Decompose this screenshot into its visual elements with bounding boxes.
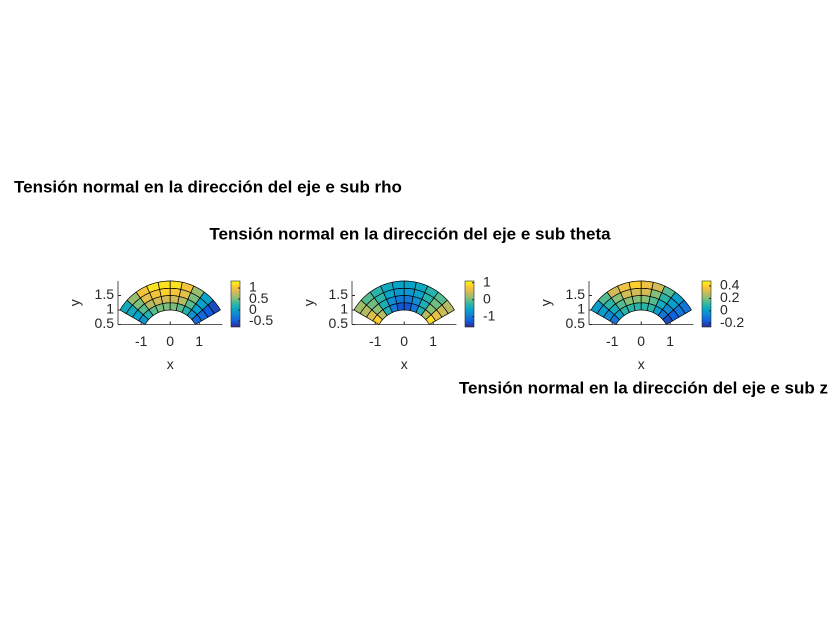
x-tick-label: 1 <box>195 333 203 349</box>
x-tick-label: -1 <box>606 333 619 349</box>
colorbar-tick-label: 1 <box>249 279 257 295</box>
colorbar-tick-label: -0.5 <box>249 312 273 328</box>
y-tick-label: 1.5 <box>329 286 349 302</box>
chart-title: Tensión normal en la dirección del eje e… <box>14 177 402 196</box>
mesh-cell <box>157 280 171 290</box>
colorbar-tick-label: 0.4 <box>720 277 740 293</box>
colorbar-tick-label: -1 <box>483 307 496 323</box>
colorbar-tick-label: 0 <box>249 301 257 317</box>
colorbar-tick-label: 0.5 <box>249 290 269 306</box>
mesh-cell <box>162 302 171 312</box>
mesh-cell <box>169 280 183 290</box>
x-tick-label: -1 <box>369 333 382 349</box>
colorbar-tick-label: -0.2 <box>720 314 744 330</box>
mesh-cell <box>160 295 171 304</box>
mesh-cell <box>631 295 642 304</box>
colorbar <box>464 280 475 328</box>
chart-title: Tensión normal en la dirección del eje e… <box>459 378 828 397</box>
x-axis-label: x <box>638 356 645 372</box>
mesh-cell <box>678 299 692 315</box>
mesh-cell <box>628 280 642 290</box>
mesh-cell <box>441 299 455 315</box>
colorbar-tick-label: 0.2 <box>720 289 740 305</box>
mesh-cell <box>391 280 405 290</box>
x-tick-label: 0 <box>637 333 645 349</box>
chart-title: Tensión normal en la dirección del eje e… <box>209 224 611 243</box>
y-axis-label: y <box>538 299 554 306</box>
y-tick-label: 1 <box>106 301 114 317</box>
mesh-cell <box>396 302 405 312</box>
x-tick-label: 0 <box>400 333 408 349</box>
x-axis-label: x <box>401 356 408 372</box>
y-axis-label: y <box>301 299 317 306</box>
colorbar-tick-label: 1 <box>483 273 491 289</box>
mesh-cell <box>159 287 171 297</box>
colorbar <box>230 280 241 328</box>
y-tick-label: 1.5 <box>95 286 115 302</box>
colorbar-tick-label: 0 <box>483 290 491 306</box>
x-tick-label: -1 <box>135 333 148 349</box>
x-tick-label: 0 <box>166 333 174 349</box>
mesh-cell <box>403 280 417 290</box>
colorbar-tick-label: 0 <box>720 302 728 318</box>
mesh-cell <box>393 287 405 297</box>
y-axis-label: y <box>67 299 83 306</box>
colorbar <box>701 280 712 328</box>
mesh-cell <box>207 299 221 315</box>
x-tick-label: 1 <box>429 333 437 349</box>
y-tick-label: 1 <box>577 301 585 317</box>
mesh-cell <box>394 295 405 304</box>
mesh-cell <box>630 287 642 297</box>
mesh-cell <box>640 280 654 290</box>
x-tick-label: 1 <box>666 333 674 349</box>
mesh-cell <box>633 302 642 312</box>
x-axis-label: x <box>167 356 174 372</box>
y-tick-label: 0.5 <box>329 315 349 331</box>
y-tick-label: 0.5 <box>566 315 586 331</box>
y-tick-label: 0.5 <box>95 315 115 331</box>
y-tick-label: 1.5 <box>566 286 586 302</box>
y-tick-label: 1 <box>340 301 348 317</box>
